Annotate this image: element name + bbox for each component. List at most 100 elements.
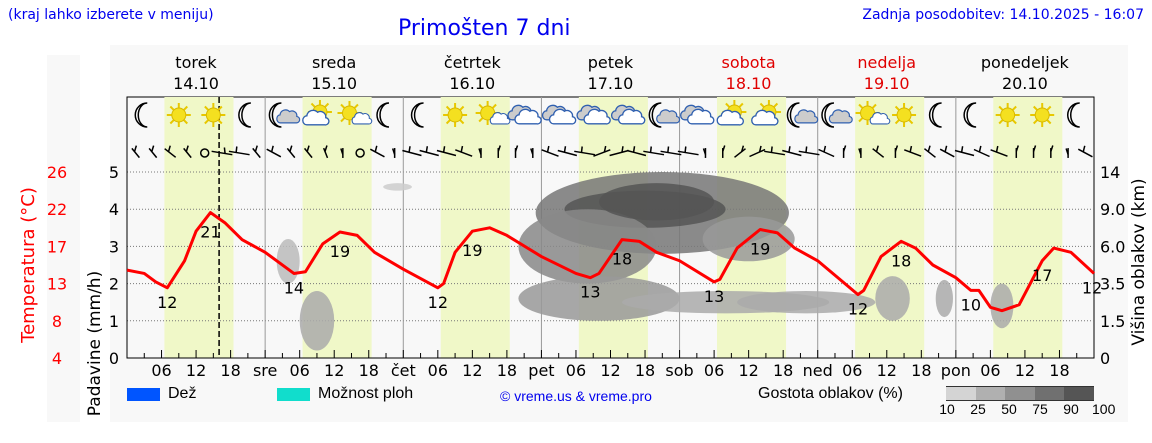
sun-ray [217,105,223,111]
sun-small-cloud-icon [855,101,891,125]
temp-tick-label: 17 [47,237,67,256]
sun-ray [324,102,330,108]
x-tick-label: 18 [773,361,793,380]
page-title: Primošten 7 dni [398,16,571,41]
barb-feather [758,145,762,153]
day-date: 18.10 [725,74,772,93]
barb-shaft [286,147,296,159]
temperature-label: 19 [462,241,482,260]
density-tick-label: 100 [1092,401,1116,417]
cloud-shape [751,109,779,126]
wind-barb-icon [593,145,611,157]
moon-icon [928,102,942,128]
wind-barb-icon [872,145,885,158]
x-tick-label: 06 [151,361,171,380]
barb-feather [563,146,567,153]
sun-ray [725,102,731,108]
precip-tick-label: 1 [109,312,119,331]
wind-barb-icon [782,146,802,157]
barb-shaft [322,147,329,159]
sun-ray [1011,105,1017,111]
cloud-shape [489,112,511,125]
wind-barb-icon [514,145,519,158]
wind-barb-icon [749,145,766,158]
day-header-3: petek 17.10 [541,52,679,94]
barb-shaft [266,148,282,158]
cloud-shape [716,109,744,126]
temperature-label: 18 [612,250,632,269]
wind-barb-icon [858,148,862,158]
sun-ray [353,103,359,109]
wind-barb-icon [798,146,820,156]
barb-feather [530,148,534,155]
sun-ray [459,119,465,125]
barb-shaft [164,148,177,158]
x-tick-label: 06 [566,361,586,380]
day-date: 16.10 [449,74,496,93]
barb-feather [722,145,726,152]
barb-shaft [557,149,578,157]
barb-shaft [303,147,313,159]
barb-shaft [436,149,457,157]
cloud-height-tick-label: 0 [1100,349,1110,368]
wind-barb-icon [497,145,501,158]
x-tick-day-label: pet [528,361,554,380]
moon-icon [1066,102,1080,128]
moon-cloud-icon [821,102,853,128]
day-name: petek [587,53,634,72]
sun-ray [478,103,484,109]
wind-barb-icon [702,148,707,158]
day-date: 14.10 [173,74,219,93]
sun-disc [896,107,912,123]
moon-shape [238,102,251,128]
barb-feather [478,148,482,155]
wind-barb-icon [541,145,559,157]
cloudy-icon [507,104,542,125]
sun-ray [894,105,900,111]
sun-ray [169,119,175,125]
barb-feather [460,145,464,153]
wind-barb-icon [164,145,177,158]
barb-feather [391,148,396,155]
barb-shaft [782,149,802,157]
x-tick-day-label: pon [941,361,971,380]
barb-feather [909,145,913,153]
daylight-band [440,97,510,358]
barb-shaft [1077,148,1093,158]
day-name: ponedeljek [980,53,1069,72]
sun-ray [340,103,346,109]
wind-barb-icon [990,145,1008,157]
barb-feather [684,146,687,153]
wind-barb-icon [764,146,786,156]
barb-shaft [609,149,629,157]
barb-shaft [764,150,786,156]
wind-barb-icon [894,145,899,158]
wind-barb-icon [818,145,835,158]
barb-feather [875,145,879,152]
location-hint[interactable]: (kraj lahko izberete v meniju) [8,7,214,23]
barb-feather [408,146,411,153]
barb-feather [667,146,670,153]
sun-ray [183,119,188,125]
x-tick-label: 18 [359,361,379,380]
precip-tick-label: 3 [109,237,119,256]
wind-barb-icon [1032,145,1037,158]
temperature-label: 12 [1082,278,1102,297]
copyright-link[interactable]: © vreme.us & vreme.pro [500,388,652,404]
temp-tick-label: 13 [47,275,67,294]
sun-disc [1000,107,1016,123]
density-tick-label: 75 [1032,401,1048,417]
cloud-density-blob [383,183,412,191]
precip-axis-label: Padavine (mm/h) [85,271,105,416]
x-tick-label: 06 [980,361,1000,380]
sun-ray [1033,119,1038,125]
sun-ray [998,119,1004,125]
barb-feather [235,146,238,153]
day-name: sobota [721,53,776,72]
wind-barb-icon [1077,145,1093,158]
barb-feather [514,145,519,152]
rain-legend-label: Dež [168,385,197,402]
wind-barb-icon [660,146,682,156]
barb-shaft [593,149,611,157]
